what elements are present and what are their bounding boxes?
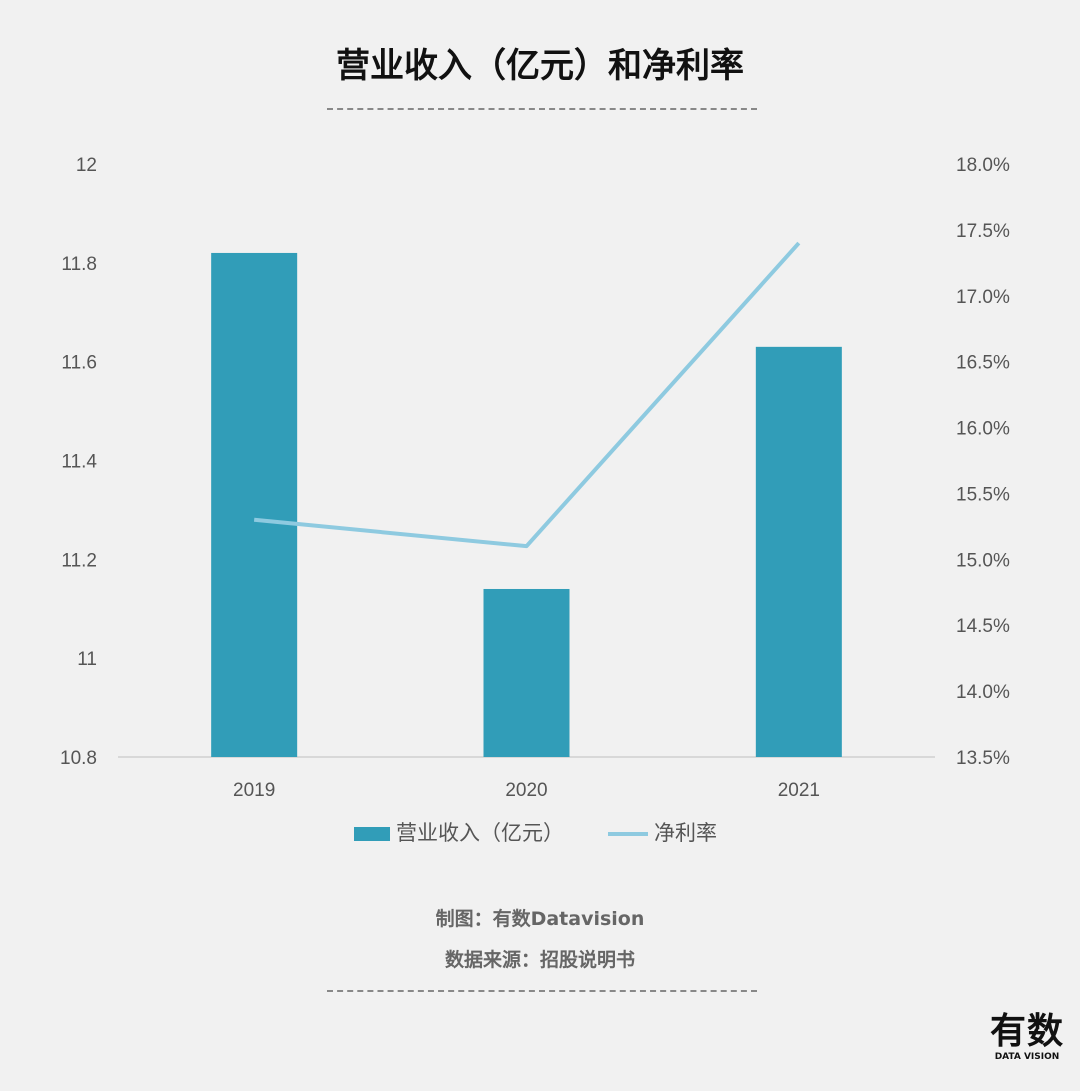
- right-axis-tick: 14.0%: [956, 682, 1010, 703]
- right-axis-tick: 16.5%: [956, 353, 1010, 374]
- right-axis-tick: 15.5%: [956, 484, 1010, 505]
- left-axis-tick: 12: [76, 155, 97, 176]
- net-margin-line: [253, 241, 801, 549]
- legend-bar-label: 营业收入（亿元）: [396, 822, 564, 845]
- x-axis-tick: 2019: [233, 780, 275, 801]
- right-axis-tick: 14.5%: [956, 616, 1010, 637]
- right-axis-tick: 13.5%: [956, 748, 1010, 769]
- logo: 有数 DATA VISION: [982, 1011, 1072, 1063]
- divider: [327, 108, 757, 110]
- left-axis-tick: 11.2: [61, 550, 97, 571]
- left-axis-tick: 10.8: [60, 748, 97, 769]
- bar-2021: [755, 346, 842, 757]
- right-axis-tick: 18.0%: [956, 155, 1010, 176]
- right-axis-tick: 17.5%: [956, 221, 1010, 242]
- credit-made-by: 制图：有数Datavision: [435, 908, 645, 930]
- right-axis-tick: 17.0%: [956, 287, 1010, 308]
- left-axis-tick: 11.4: [61, 452, 97, 473]
- x-axis-tick: 2021: [778, 780, 820, 801]
- logo-text: 有数: [989, 1011, 1064, 1052]
- left-axis-tick: 11.8: [61, 254, 97, 275]
- divider: [327, 990, 757, 992]
- left-axis-tick: 11: [77, 649, 97, 670]
- bar-2020: [483, 588, 570, 757]
- x-axis-tick: 2020: [505, 780, 547, 801]
- chart: 10.8 11 11.2 11.4 11.6 11.8 12 13.5% 14.0% 14.5% 1…: [60, 155, 1010, 845]
- legend-line-label: 净利率: [654, 822, 717, 845]
- right-axis-tick: 16.0%: [956, 419, 1010, 440]
- left-axis-tick: 11.6: [61, 353, 97, 374]
- logo-subtext: DATA VISION: [994, 1052, 1060, 1062]
- right-axis-tick: 15.0%: [956, 550, 1010, 571]
- credit-source: 数据来源：招股说明书: [444, 949, 635, 971]
- bar-2019: [211, 252, 298, 757]
- chart-title: 营业收入（亿元）和净利率: [336, 46, 744, 86]
- legend-bar-swatch: [354, 827, 390, 841]
